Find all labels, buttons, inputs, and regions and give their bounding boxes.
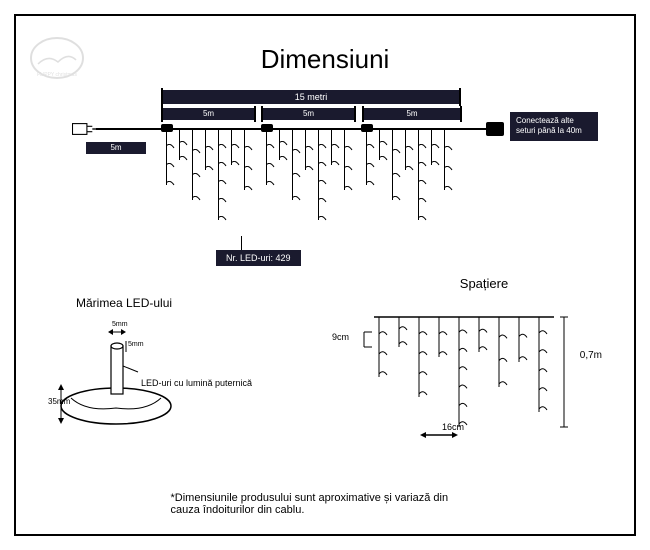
footnote: *Dimensiunile produsului sunt aproximati…: [171, 492, 480, 516]
connect-label: Conectează alte seturi până la 40m: [510, 112, 598, 141]
spacing-07m-label: 0,7m: [580, 350, 602, 361]
spacing-16cm-label: 16cm: [442, 422, 464, 432]
cable-connector: [161, 124, 173, 132]
svg-text:5mm: 5mm: [112, 321, 128, 328]
diagram-container: FLIPPY christmas Dimensiuni 15 metri 5m 5…: [14, 14, 636, 536]
led-count-label: Nr. LED-uri: 429: [216, 250, 301, 266]
total-length-bar: 15 metri: [161, 90, 461, 104]
spacing-title: Spațiere: [364, 276, 604, 291]
segment-bar: 5m: [161, 108, 256, 120]
segment-bar: 5m: [261, 108, 356, 120]
main-title: Dimensiuni: [261, 44, 390, 75]
led-size-svg: 35mm 5mm 5mm: [46, 316, 226, 436]
led-description: LED-uri cu lumină puternică: [141, 378, 252, 390]
led-size-section: Mărimea LED-ului 35mm 5mm 5mm LED-u: [46, 296, 276, 446]
svg-text:35mm: 35mm: [48, 397, 71, 406]
svg-text:FLIPPY christmas: FLIPPY christmas: [37, 72, 77, 78]
top-diagram: 15 metri 5m 5m 5m 5m Conectează alte setur…: [66, 86, 604, 266]
end-connector: [486, 122, 504, 136]
spacing-section: Spațiere 9cm 16cm 0,7m: [324, 276, 604, 446]
cable-connector: [261, 124, 273, 132]
spacing-9cm-label: 9cm: [332, 332, 349, 342]
led-size-title: Mărimea LED-ului: [76, 296, 276, 310]
cable-connector: [361, 124, 373, 132]
segment-bar: 5m: [362, 108, 462, 120]
lead-length-label: 5m: [86, 142, 146, 154]
svg-text:5mm: 5mm: [128, 341, 144, 348]
logo: FLIPPY christmas: [28, 34, 86, 82]
